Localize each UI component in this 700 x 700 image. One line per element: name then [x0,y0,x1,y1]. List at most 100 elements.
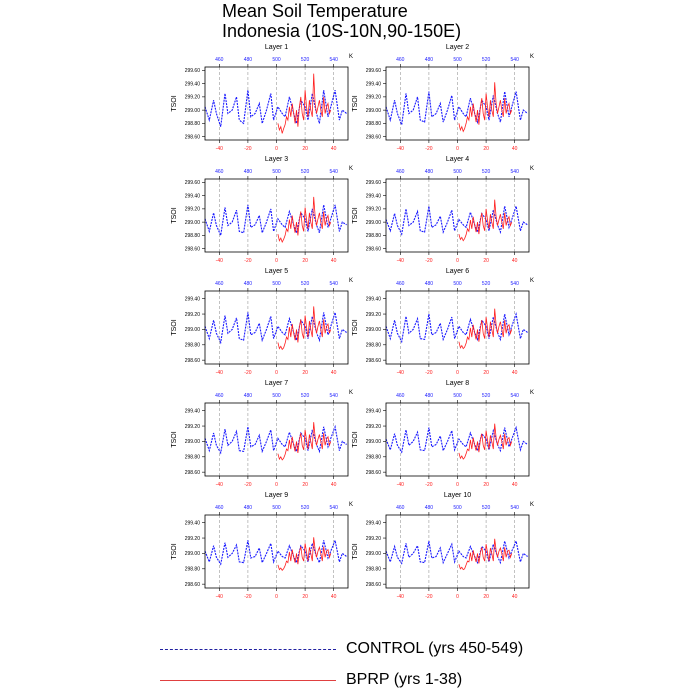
x-tick-label-top: 460 [215,169,224,175]
x-tick-label-bottom: -20 [244,370,251,376]
x-tick-label-bottom: 40 [331,146,337,152]
y-tick-label: 299.20 [366,312,382,318]
series-bprp-line [277,196,332,243]
panel-layer-2: Layer 2 298.60 298.80 299.00 299.20 299.40 299… [352,44,534,152]
y-tick-label: 298.60 [185,246,201,252]
x-tick-label-bottom: 0 [456,370,459,376]
y-tick-label: 298.80 [366,455,382,461]
x-tick-label-top: 540 [511,57,520,63]
y-axis-label: TSOI [352,319,359,335]
panel-layer-3: Layer 3 298.60 298.80 299.00 299.20 299.40 299… [171,156,353,264]
panel-title: Layer 10 [444,492,471,499]
x-tick-label-bottom: 0 [456,258,459,264]
x-tick-label-bottom: 0 [275,258,278,264]
x-tick-label-top: 500 [272,393,281,399]
y-axis-label: TSOI [171,95,178,111]
series-bprp-line [277,537,332,571]
figure-subtitle: Indonesia (10S-10N,90-150E) [222,21,462,41]
series-bprp-line [277,422,332,461]
y-tick-label: 299.40 [185,193,201,199]
x-tick-label-top: 520 [301,281,310,287]
y-tick-label: 299.60 [366,68,382,74]
panel-title: Layer 4 [446,156,469,163]
x-tick-label-bottom: 20 [302,594,308,600]
series-control-line [385,311,528,344]
y-tick-label: 298.80 [366,343,382,349]
x-tick-label-top: 480 [244,505,253,511]
y-tick-label: 298.60 [366,358,382,364]
panel-layer-4: Layer 4 298.60 298.80 299.00 299.20 299.40 299… [352,156,534,264]
x-tick-label-top: 520 [482,505,491,511]
x-tick-label-top: 460 [215,505,224,511]
top-axis-unit-label: K [530,278,534,284]
x-tick-label-bottom: 20 [302,370,308,376]
x-tick-label-top: 520 [301,393,310,399]
x-tick-label-top: 480 [425,281,434,287]
y-tick-label: 298.80 [185,121,201,127]
y-tick-label: 298.60 [185,134,201,140]
x-tick-label-bottom: -20 [244,146,251,152]
x-tick-label-top: 540 [511,281,520,287]
x-tick-label-bottom: -40 [397,258,404,264]
y-tick-label: 299.40 [366,408,382,414]
panel-layer-9: Layer 9 298.60 298.80 299.00 299.20 299.40 TSO… [171,492,353,600]
panel-title: Layer 2 [446,44,469,51]
y-tick-label: 298.80 [185,233,201,239]
y-axis-label: TSOI [352,207,359,223]
top-axis-unit-label: K [530,390,534,396]
x-tick-label-bottom: 0 [275,482,278,488]
panel-title: Layer 5 [265,268,288,275]
x-tick-label-bottom: 40 [512,482,518,488]
panel-layer-8: Layer 8 298.60 298.80 299.00 299.20 299.40 TSO… [352,380,534,488]
y-axis-label: TSOI [171,431,178,447]
top-axis-unit-label: K [530,54,534,60]
y-tick-label: 299.40 [185,520,201,526]
x-tick-label-top: 540 [511,393,520,399]
series-control-line [204,424,347,455]
x-tick-label-top: 500 [453,393,462,399]
x-tick-label-top: 480 [244,57,253,63]
series-control-line [385,91,528,125]
x-tick-label-top: 540 [330,281,339,287]
x-tick-label-bottom: 0 [456,594,459,600]
x-tick-label-top: 480 [244,281,253,287]
y-tick-label: 299.20 [185,95,201,101]
x-tick-label-bottom: -40 [397,482,404,488]
y-tick-label: 298.60 [185,358,201,364]
y-tick-label: 298.60 [366,582,382,588]
y-tick-label: 299.20 [366,536,382,542]
series-bprp-line [458,82,513,133]
y-tick-label: 299.20 [366,95,382,101]
y-tick-label: 299.40 [366,193,382,199]
y-tick-label: 298.80 [185,343,201,349]
series-control-line [204,204,347,238]
y-tick-label: 298.80 [185,455,201,461]
series-bprp-line [458,199,513,242]
y-tick-label: 299.00 [185,551,201,557]
panel-layer-7: Layer 7 298.60 298.80 299.00 299.20 299.40 TSO… [171,380,353,488]
series-bprp-line [458,308,513,350]
legend-item-bprp: BPRP (yrs 1-38) [160,669,540,693]
series-control-line [204,90,347,127]
y-tick-label: 299.20 [185,312,201,318]
x-tick-label-top: 460 [215,57,224,63]
y-axis-label: TSOI [352,543,359,559]
x-tick-label-top: 500 [272,281,281,287]
x-tick-label-bottom: -40 [216,594,223,600]
x-tick-label-bottom: 40 [331,594,337,600]
x-tick-label-bottom: -40 [216,482,223,488]
y-tick-label: 298.80 [366,567,382,573]
y-tick-label: 299.20 [185,424,201,430]
x-tick-label-top: 460 [396,281,405,287]
x-tick-label-top: 480 [425,57,434,63]
x-tick-label-top: 500 [453,57,462,63]
series-bprp-line [277,306,332,351]
legend-swatch-control [160,649,336,650]
y-tick-label: 299.40 [366,296,382,302]
x-tick-label-top: 500 [272,505,281,511]
x-tick-label-top: 460 [215,281,224,287]
y-tick-label: 298.60 [366,470,382,476]
top-axis-unit-label: K [349,390,353,396]
x-tick-label-top: 480 [425,505,434,511]
series-bprp-line [277,73,332,134]
